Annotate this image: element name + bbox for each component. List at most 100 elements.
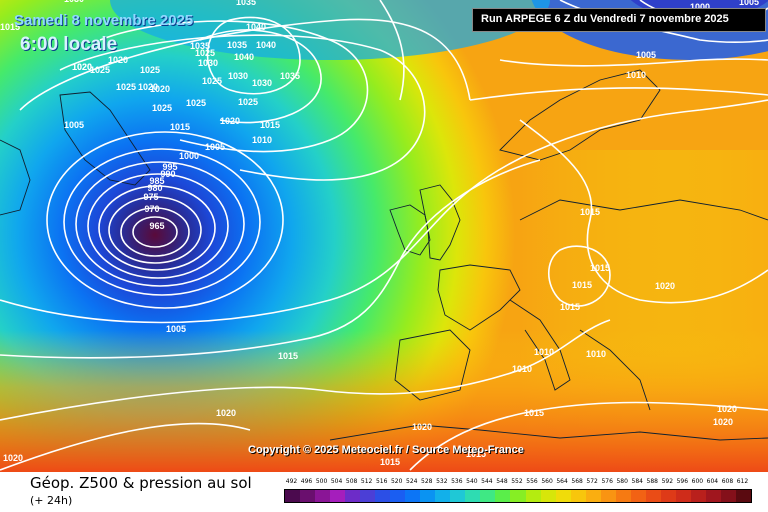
color-scale-label: 512 [360, 478, 373, 485]
isobar-label: 1020 [72, 62, 92, 72]
isobar-label: 1015 [260, 120, 280, 130]
isobar-label: 980 [147, 183, 162, 193]
color-scale-label: 612 [736, 478, 749, 485]
color-scale-label: 520 [390, 478, 403, 485]
isobar-label: 1000 [690, 2, 710, 12]
isobar-label: 1020 [138, 82, 158, 92]
isobar-label: 1025 [152, 103, 172, 113]
color-scale-label: 532 [436, 478, 448, 485]
isobar-label: 965 [149, 221, 164, 231]
isobar-label: 1040 [246, 22, 266, 32]
color-scale-label: 576 [601, 478, 613, 485]
color-scale-swatch [570, 490, 586, 502]
isobar-label: 1020 [412, 422, 432, 432]
color-scale-label: 604 [706, 478, 719, 485]
forecast-date: Samedi 8 novembre 2025 [14, 12, 194, 29]
isobar-label: 1015 [580, 207, 600, 217]
isobar-label: 995 [162, 162, 177, 172]
color-scale-swatch [555, 490, 571, 502]
field-north-blue [110, 0, 550, 60]
isobar-label: 1025 [116, 82, 136, 92]
color-scale-swatch [675, 490, 691, 502]
color-scale-swatch [390, 490, 406, 502]
color-scale-label: 504 [330, 478, 343, 485]
isobar-label: 1020 [655, 281, 675, 291]
color-scale-label: 528 [421, 478, 433, 485]
color-scale-label: 580 [616, 478, 628, 485]
isobar-label: 1005 [64, 120, 84, 130]
color-scale-swatch [630, 490, 646, 502]
isobar-label: 1005 [739, 0, 759, 7]
color-scale-label: 540 [466, 478, 478, 485]
isobar-label: 1030 [64, 0, 84, 4]
color-scale-swatch [315, 490, 331, 502]
coastlines [0, 69, 768, 441]
color-scale-label: 584 [631, 478, 643, 485]
field-south-warm [0, 330, 768, 472]
color-scale-swatch [720, 490, 736, 502]
isobar-label: 1015 [560, 302, 580, 312]
color-scale-label: 560 [541, 478, 553, 485]
map-subtitle: (+ 24h) [30, 494, 73, 507]
color-scale-swatch [510, 490, 526, 502]
color-scale-swatch [450, 490, 466, 502]
isobar-label: 1040 [234, 52, 254, 62]
color-scale-label: 556 [526, 478, 538, 485]
isobar-label: 1000 [179, 151, 199, 161]
color-scale-label: 608 [721, 478, 734, 485]
isobar-label: 1035 [227, 40, 247, 50]
color-scale-label: 588 [646, 478, 658, 485]
map-title: Géop. Z500 & pression au sol [30, 474, 252, 492]
color-scale-label: 536 [451, 478, 463, 485]
isobar-label: 1030 [252, 78, 272, 88]
color-scale-swatch [540, 490, 556, 502]
isobar-label: 1005 [205, 142, 225, 152]
isobar-label: 1005 [166, 324, 186, 334]
color-scale-swatch [345, 490, 361, 502]
isobars [0, 0, 768, 470]
color-scale-label: 600 [691, 478, 704, 485]
color-scale-swatch [360, 490, 376, 502]
color-scale-label: 524 [406, 478, 418, 485]
isobar-label: 1020 [150, 84, 170, 94]
isobar-label: 1025 [238, 97, 258, 107]
isobar-label: 1015 [590, 263, 610, 273]
isobar-label: 1020 [220, 116, 240, 126]
color-scale-swatch [330, 490, 346, 502]
color-scale-swatch [735, 490, 751, 502]
isobar-label: 1015 [524, 408, 544, 418]
color-scale-label: 564 [556, 478, 568, 485]
isobar-label: 1025 [186, 98, 206, 108]
color-scale-labels: 492 496 500 504 508 512 516 520 524 528 532 536 540 5… [284, 478, 750, 488]
isobar-label: 1005 [636, 50, 656, 60]
color-scale-swatch [645, 490, 661, 502]
isobar-labels: 1035103010001040103510401035104010251030… [0, 0, 759, 467]
color-scale-label: 544 [481, 478, 493, 485]
isobar-label: 1025 [195, 48, 215, 58]
forecast-map: 1035103010001040103510401035104010251030… [0, 0, 768, 472]
color-scale-swatch [600, 490, 616, 502]
isobar-label: 1010 [626, 70, 646, 80]
isobar-label: 1010 [534, 347, 554, 357]
copyright-text: Copyright © 2025 Meteociel.fr / Source M… [248, 444, 524, 456]
isobar-label: 1010 [252, 135, 272, 145]
color-scale-swatch [615, 490, 631, 502]
isobar-label: 985 [149, 176, 164, 186]
color-scale-swatch [435, 490, 451, 502]
color-scale-label: 552 [511, 478, 523, 485]
color-scale-label: 592 [661, 478, 674, 485]
run-info-box: Run ARPEGE 6 Z du Vendredi 7 novembre 20… [472, 8, 766, 32]
color-scale-label: 496 [300, 478, 313, 485]
color-scale-swatch [690, 490, 706, 502]
isobar-label: 990 [160, 169, 175, 179]
isobar-label: 1020 [216, 408, 236, 418]
isobar-label: 1015 [572, 280, 592, 290]
isobar-label: 1040 [256, 40, 276, 50]
isobar-label: 970 [144, 204, 159, 214]
isobar-label: 975 [143, 192, 158, 202]
color-scale-bar [284, 489, 752, 503]
color-scale-swatch [495, 490, 511, 502]
isobar-label: 1020 [72, 62, 92, 72]
color-scale-label: 516 [375, 478, 388, 485]
